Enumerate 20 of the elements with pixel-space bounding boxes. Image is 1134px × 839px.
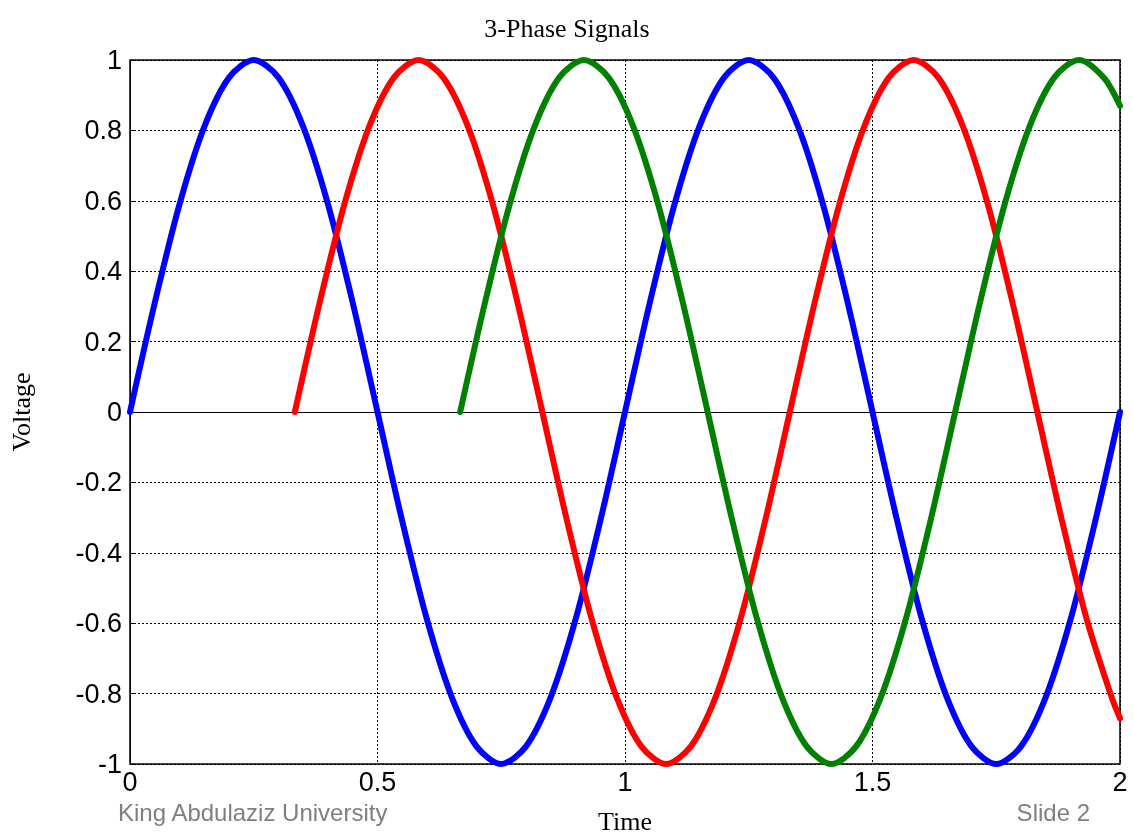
y-tick-label: -0.6 <box>75 608 122 639</box>
y-tick-label: 0 <box>106 397 122 427</box>
y-tick-label: 0.4 <box>84 256 122 287</box>
y-tick-label: -1 <box>97 749 122 779</box>
y-tick-label: 1 <box>106 45 122 75</box>
y-tick-label: -0.8 <box>75 678 122 709</box>
y-tick-label: 0.8 <box>84 115 122 146</box>
y-tick-label: 0.6 <box>84 185 122 216</box>
x-tick-label: 2 <box>1112 766 1128 797</box>
y-axis-title: Voltage <box>6 372 36 452</box>
chart-title: 3-Phase Signals <box>484 13 650 43</box>
text: King Abdulaziz University <box>118 798 388 826</box>
x-tick-label: 1 <box>617 766 633 797</box>
y-tick-label: -0.4 <box>75 537 122 568</box>
x-tick-label: 0.5 <box>358 766 397 797</box>
text: Slide 2 <box>1016 798 1091 826</box>
x-tick-label: 1.5 <box>853 766 892 797</box>
y-tick-label: -0.2 <box>75 467 122 498</box>
y-tick-label: 0.2 <box>84 326 122 357</box>
x-axis-title: Time <box>598 806 652 836</box>
